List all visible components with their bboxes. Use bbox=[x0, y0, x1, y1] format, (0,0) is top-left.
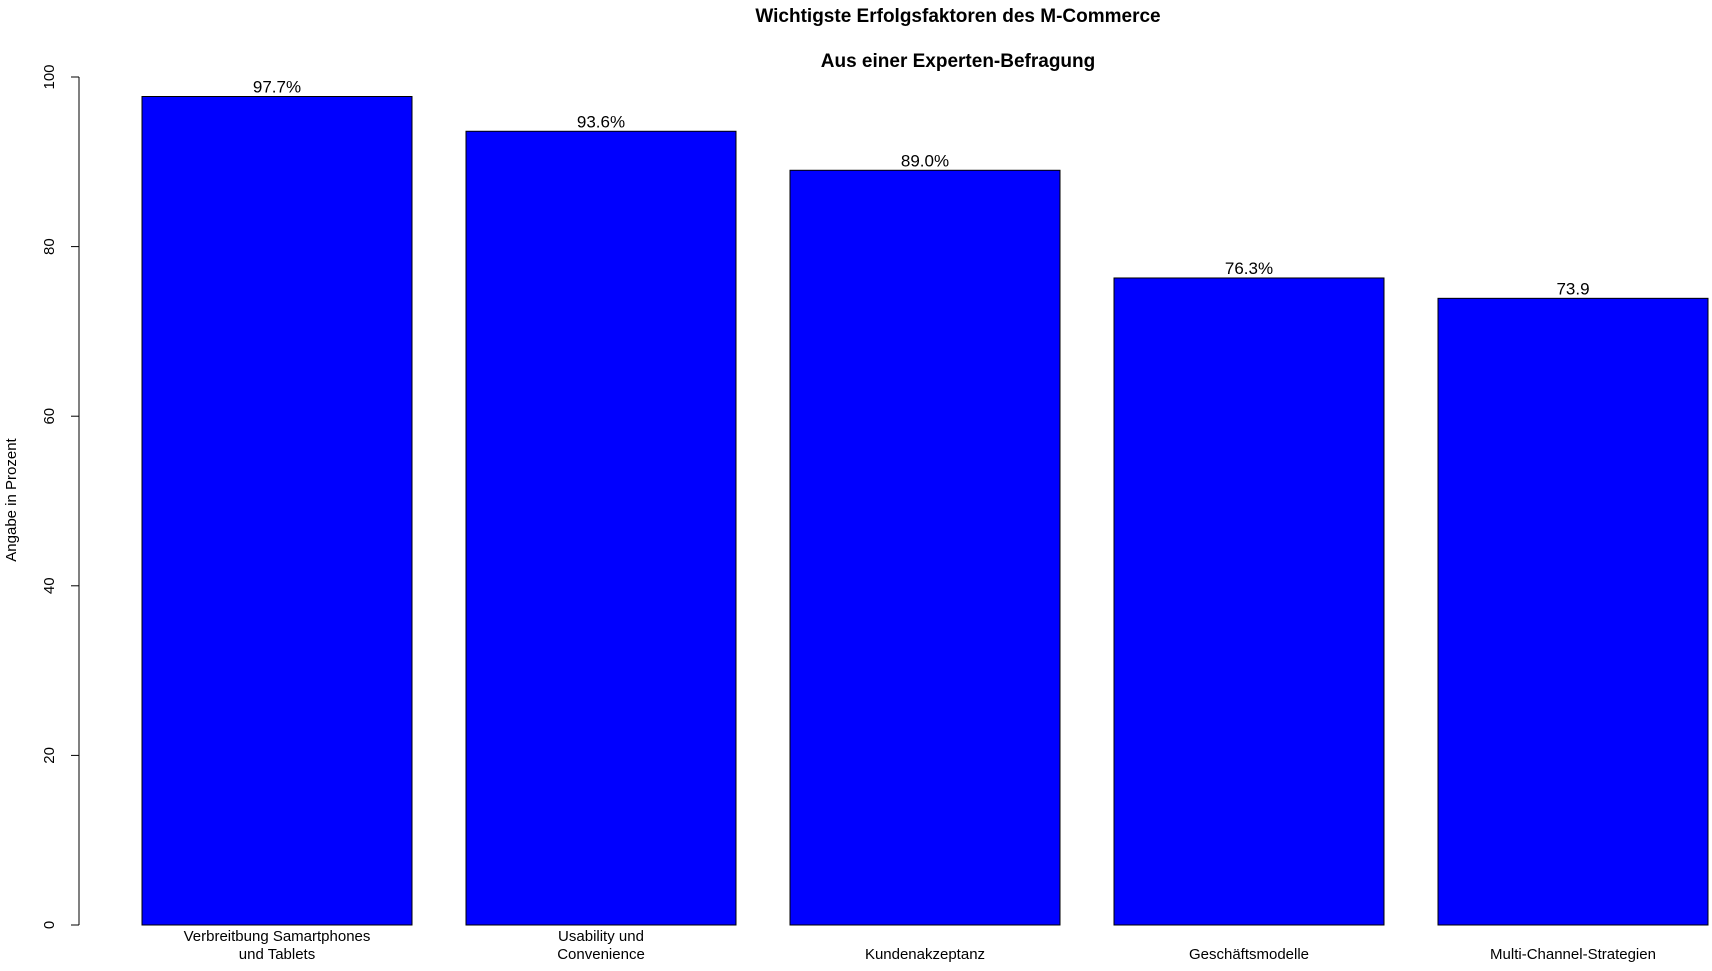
data-label: 76.3% bbox=[1225, 259, 1273, 278]
y-tick-label: 80 bbox=[41, 238, 58, 255]
y-tick-label: 100 bbox=[41, 64, 58, 89]
category-label: Convenience bbox=[557, 946, 645, 963]
chart-title: Wichtigste Erfolgsfaktoren des M-Commerc… bbox=[755, 6, 1160, 27]
bar bbox=[141, 96, 413, 926]
category-label: Geschäftsmodelle bbox=[1189, 946, 1309, 963]
y-tick-label: 0 bbox=[41, 921, 58, 929]
y-tick-label: 40 bbox=[41, 577, 58, 594]
bar bbox=[789, 169, 1061, 926]
y-axis-label: Angabe in Prozent bbox=[3, 437, 20, 561]
data-label: 73.9 bbox=[1556, 279, 1589, 298]
chart-subtitle: Aus einer Experten-Befragung bbox=[821, 51, 1096, 72]
data-label: 89.0% bbox=[901, 151, 949, 170]
category-label: und Tablets bbox=[239, 946, 315, 963]
category-label: Kundenakzeptanz bbox=[865, 946, 985, 963]
category-label: Multi-Channel-Strategien bbox=[1490, 946, 1656, 963]
bar bbox=[465, 130, 737, 926]
data-labels: 97.7% 93.6% 89.0% 76.3% 73.9 bbox=[253, 78, 1590, 299]
y-tick-label: 60 bbox=[41, 408, 58, 425]
data-label: 93.6% bbox=[577, 112, 625, 131]
y-axis-ticks: 0 20 40 60 80 100 bbox=[41, 64, 79, 929]
category-label: Usability und bbox=[558, 928, 644, 945]
data-label: 97.7% bbox=[253, 78, 301, 97]
category-label: Verbreitbung Samartphones bbox=[184, 928, 371, 945]
bar bbox=[1437, 297, 1709, 926]
bars bbox=[141, 96, 1709, 926]
bar bbox=[1113, 277, 1385, 926]
y-tick-label: 20 bbox=[41, 747, 58, 764]
